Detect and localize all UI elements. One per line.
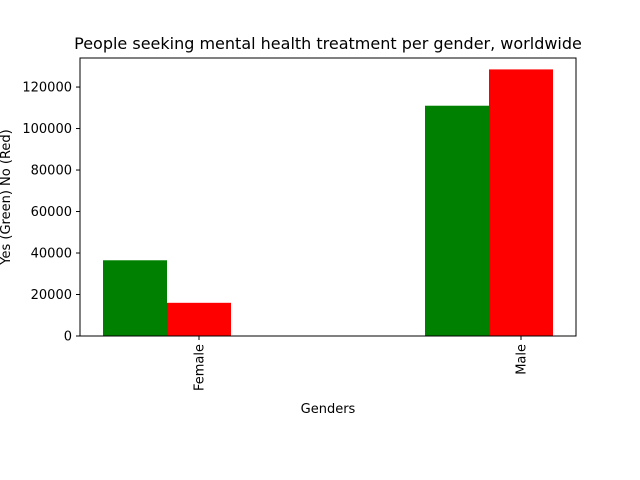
y-tick-label: 100000 xyxy=(22,122,72,137)
y-tick-label: 80000 xyxy=(31,164,72,179)
bar-female-series-1 xyxy=(103,260,167,336)
bar-male-series-2 xyxy=(489,69,553,336)
y-tick-label: 0 xyxy=(64,330,72,345)
bar-female-series-2 xyxy=(167,302,231,336)
y-axis-ticks: 0 20000 40000 60000 80000 100000 120000 xyxy=(22,81,80,345)
y-tick-label: 60000 xyxy=(31,205,72,220)
chart-title: People seeking mental health treatment p… xyxy=(74,34,582,53)
bars-layer xyxy=(103,69,553,336)
y-axis-label: Yes (Green) No (Red) xyxy=(0,129,14,265)
y-tick-label: 40000 xyxy=(31,247,72,262)
x-tick-label-male: Male xyxy=(515,344,530,375)
plot-frame xyxy=(79,57,577,337)
y-tick-label: 120000 xyxy=(22,81,72,96)
y-tick-label: 20000 xyxy=(31,288,72,303)
x-tick-label-female: Female xyxy=(193,344,208,391)
x-axis-label: Genders xyxy=(301,402,356,417)
bar-male-series-1 xyxy=(425,105,489,336)
x-axis-ticks: Female Male xyxy=(193,336,530,391)
